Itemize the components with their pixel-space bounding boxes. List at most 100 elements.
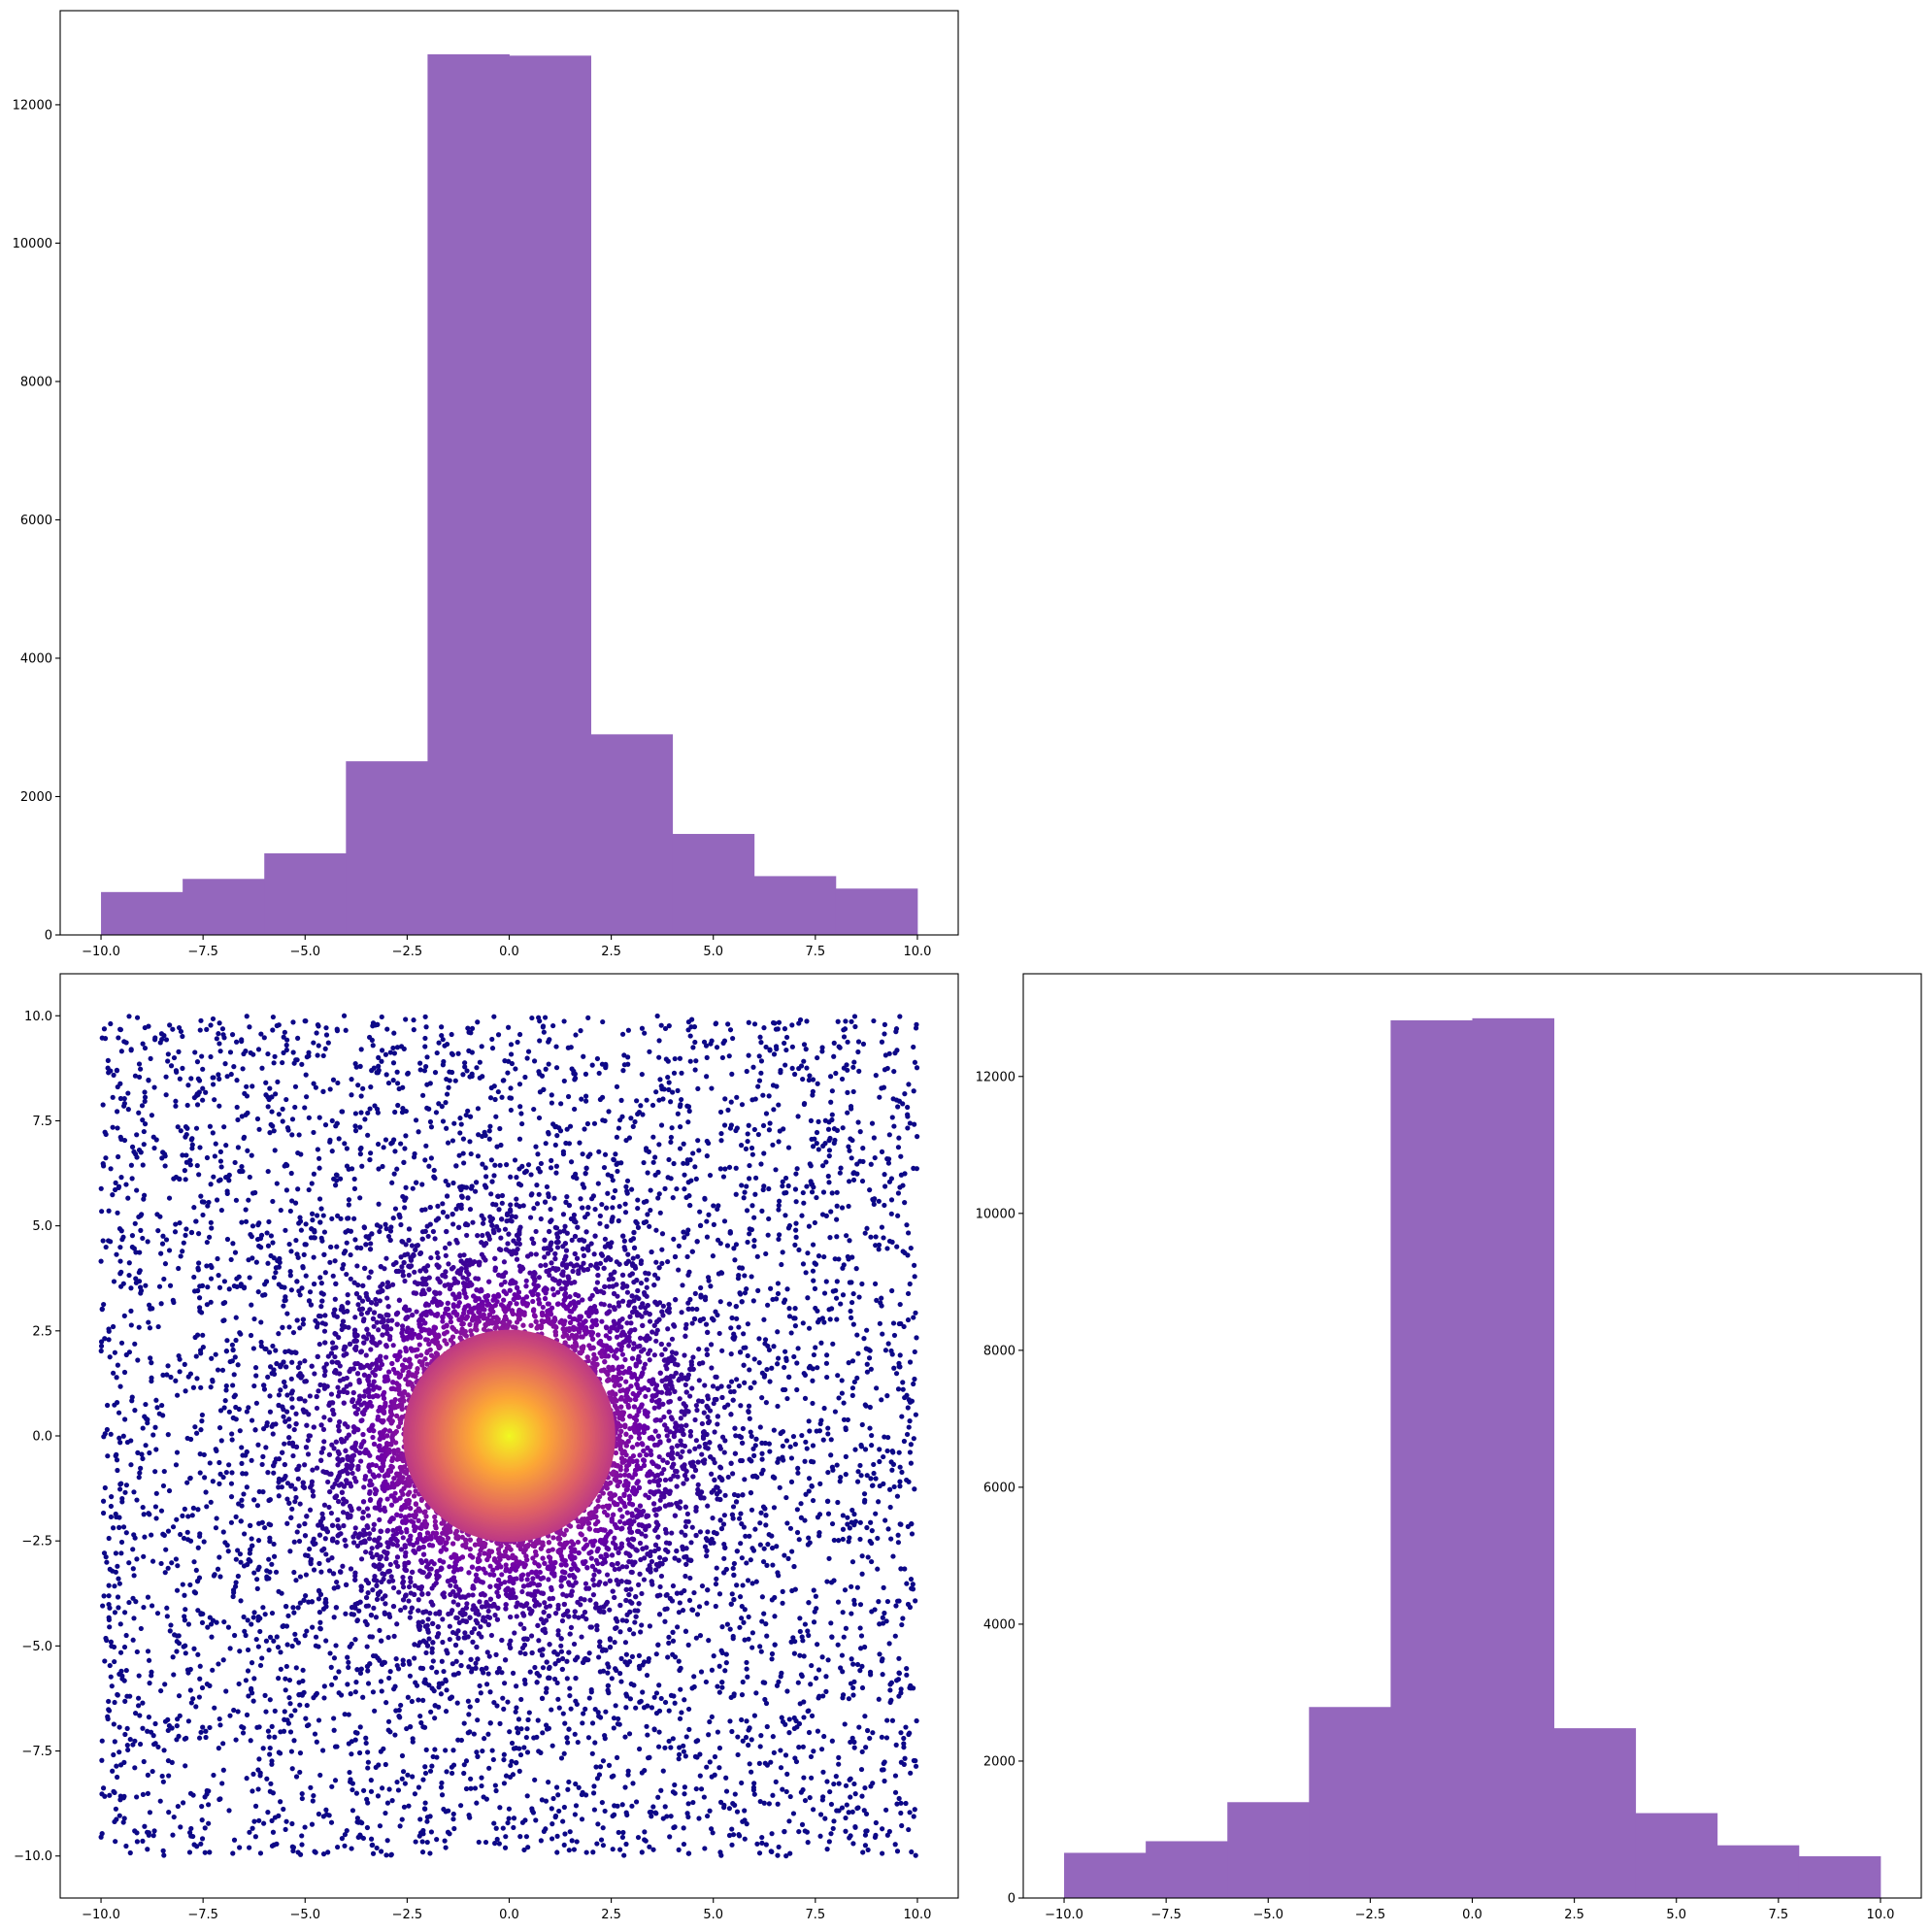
scatter-point	[666, 1156, 672, 1163]
scatter-point	[145, 1649, 151, 1654]
scatter-point	[493, 1825, 499, 1831]
scatter-point	[645, 1732, 650, 1738]
scatter-point	[870, 1196, 876, 1203]
scatter-point	[288, 1376, 294, 1382]
scatter-point	[236, 1406, 242, 1413]
scatter-point	[193, 1704, 199, 1710]
scatter-point	[710, 1830, 716, 1836]
scatter-point	[201, 1451, 207, 1458]
scatter-point	[215, 1255, 220, 1262]
scatter-point	[252, 1803, 259, 1809]
scatter-point	[725, 1474, 731, 1481]
scatter-point	[838, 1475, 844, 1481]
scatter-point	[157, 1214, 163, 1219]
scatter-point	[867, 1669, 874, 1675]
scatter-point	[600, 1825, 606, 1831]
scatter-point	[207, 1682, 213, 1688]
scatter-point	[273, 1569, 280, 1575]
scatter-point	[367, 1106, 373, 1112]
scatter-point	[640, 1689, 646, 1695]
scatter-point	[180, 1249, 185, 1254]
scatter-point	[135, 1357, 141, 1363]
scatter-point	[859, 1281, 865, 1287]
scatter-point	[880, 1615, 885, 1620]
scatter-point	[117, 1621, 123, 1627]
scatter-point	[728, 1325, 734, 1331]
scatter-point	[407, 1673, 414, 1679]
scatter-point	[851, 1014, 858, 1019]
scatter-point	[827, 1316, 833, 1322]
scatter-point	[845, 1039, 850, 1045]
scatter-point	[558, 1649, 565, 1654]
scatter-point	[330, 1273, 336, 1279]
scatter-point	[597, 1220, 603, 1226]
scatter-point	[492, 1162, 498, 1168]
scatter-point	[141, 1758, 147, 1765]
scatter-point	[677, 1104, 683, 1110]
scatter-point	[287, 1729, 294, 1735]
scatter-point	[494, 1836, 500, 1843]
scatter-point	[783, 1853, 789, 1859]
scatter-point	[516, 1082, 523, 1087]
scatter-point	[124, 1743, 130, 1749]
scatter-point	[801, 1715, 807, 1720]
scatter-point	[311, 1081, 316, 1086]
scatter-point	[278, 1207, 283, 1214]
scatter-point	[786, 1818, 792, 1824]
scatter-point	[198, 1841, 204, 1847]
scatter-point	[713, 1309, 718, 1315]
scatter-point	[911, 1814, 916, 1819]
scatter-point	[869, 1443, 875, 1449]
scatter-point	[404, 1725, 410, 1732]
scatter-point	[564, 1658, 570, 1664]
scatter-point	[782, 1062, 788, 1068]
scatter-point	[679, 1710, 684, 1715]
scatter-point	[494, 1144, 500, 1149]
scatter-point	[328, 1664, 334, 1670]
scatter-point	[851, 1597, 857, 1604]
scatter-point	[317, 1619, 323, 1625]
scatter-point	[199, 1412, 205, 1418]
scatter-point	[737, 1265, 743, 1271]
scatter-point	[780, 1600, 785, 1606]
scatter-point	[165, 1757, 172, 1764]
scatter-point	[121, 1644, 128, 1650]
scatter-point	[885, 1434, 891, 1441]
scatter-point	[757, 1424, 763, 1430]
scatter-point	[243, 1218, 250, 1224]
scatter-point	[290, 1049, 296, 1055]
scatter-point	[433, 1217, 439, 1223]
scatter-point	[206, 1802, 212, 1808]
scatter-point	[779, 1715, 784, 1720]
scatter-point	[105, 1453, 111, 1459]
scatter-point	[475, 1106, 482, 1112]
scatter-point	[704, 1153, 710, 1159]
scatter-point	[737, 1349, 744, 1355]
scatter-point	[785, 1225, 792, 1231]
scatter-point	[862, 1832, 869, 1838]
scatter-point	[110, 1768, 116, 1774]
scatter-point	[226, 1808, 232, 1814]
scatter-point	[444, 1091, 450, 1097]
scatter-point	[295, 1254, 301, 1260]
scatter-point	[122, 1731, 128, 1738]
scatter-point	[580, 1205, 585, 1211]
scatter-point	[717, 1166, 723, 1172]
scatter-point	[221, 1317, 227, 1323]
scatter-point	[809, 1662, 815, 1669]
scatter-point	[586, 1695, 592, 1701]
scatter-point	[267, 1634, 274, 1640]
scatter-point	[613, 1151, 618, 1157]
scatter-point	[342, 1141, 348, 1147]
scatter-point	[494, 1703, 500, 1709]
scatter-point	[194, 1844, 200, 1849]
scatter-point	[422, 1228, 428, 1234]
scatter-point	[543, 1722, 549, 1728]
scatter-point	[685, 1180, 691, 1185]
scatter-point	[862, 1843, 869, 1849]
scatter-point	[780, 1718, 786, 1725]
scatter-point	[140, 1725, 146, 1731]
scatter-point	[318, 1206, 324, 1212]
scatter-point	[119, 1237, 125, 1243]
scatter-point	[611, 1725, 616, 1731]
